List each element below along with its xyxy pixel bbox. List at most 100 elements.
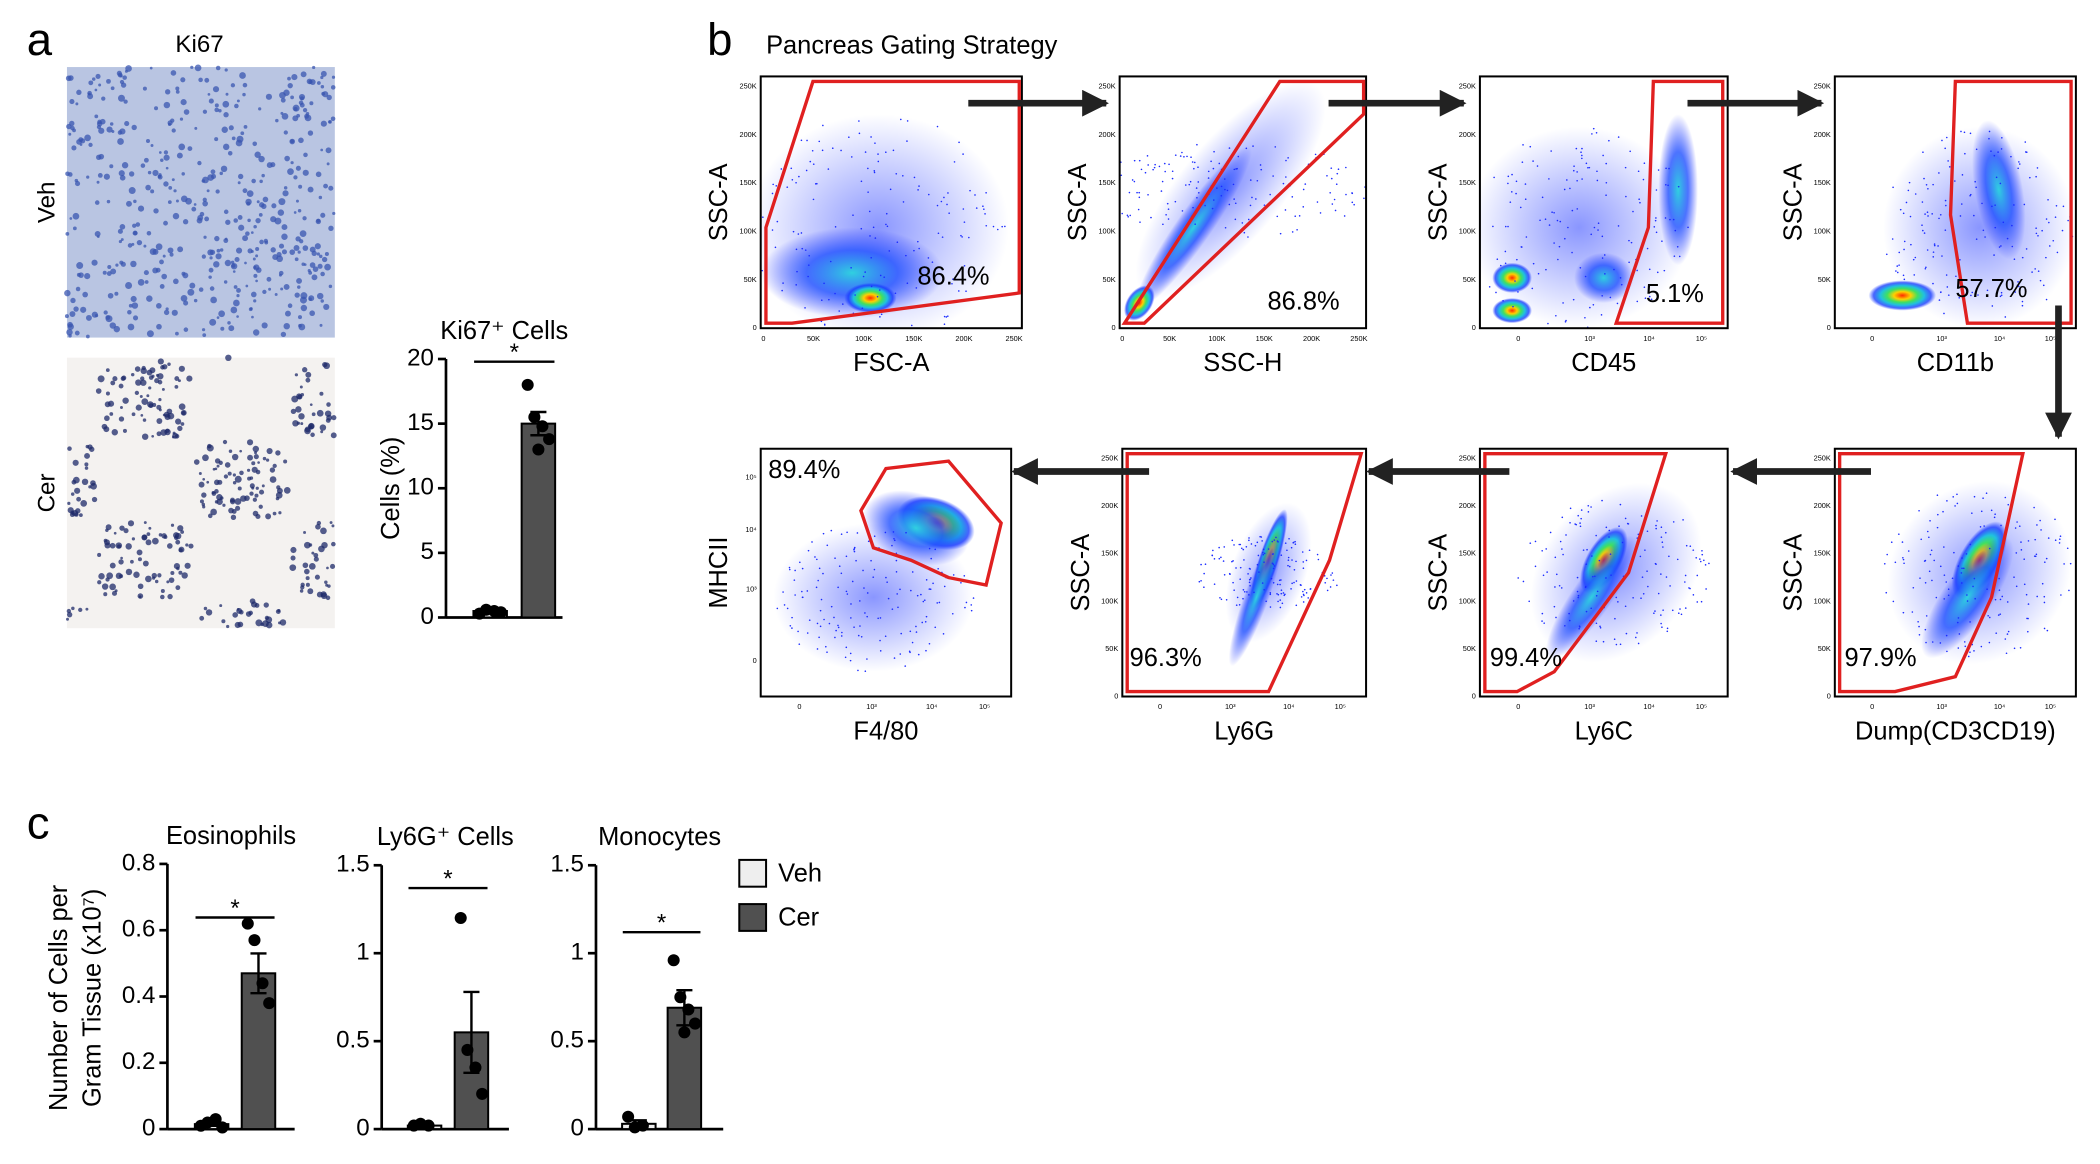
tissue-nucleus xyxy=(123,528,129,534)
event-dot xyxy=(1475,241,1477,243)
legend-label: Cer xyxy=(778,904,820,932)
tissue-nucleus xyxy=(318,545,325,553)
tissue-nucleus xyxy=(154,579,159,584)
event-dot xyxy=(879,316,881,318)
event-dot xyxy=(804,307,806,309)
tissue-nucleus xyxy=(175,418,182,425)
tissue-nucleus xyxy=(176,152,183,159)
event-dot xyxy=(849,652,852,655)
event-dot xyxy=(864,271,866,273)
event-dot xyxy=(1565,319,1567,322)
tissue-nucleus xyxy=(258,155,265,163)
event-dot xyxy=(1609,553,1612,555)
event-dot xyxy=(960,582,962,584)
event-dot xyxy=(811,149,814,152)
legend-swatch xyxy=(738,858,768,888)
tissue-nucleus xyxy=(329,521,333,525)
tissue-nucleus xyxy=(137,557,142,562)
event-dot xyxy=(1632,210,1634,213)
event-dot xyxy=(1892,600,1895,603)
event-dot xyxy=(1999,613,2002,615)
tissue-nucleus xyxy=(289,564,297,572)
event-dot xyxy=(853,547,856,550)
event-dot xyxy=(1272,563,1275,566)
tissue-nucleus xyxy=(130,559,134,564)
gate xyxy=(1121,79,1366,325)
event-dot xyxy=(774,246,777,249)
event-dot xyxy=(797,233,800,235)
event-dot xyxy=(1164,170,1166,173)
event-dot xyxy=(1316,201,1319,203)
event-dot xyxy=(965,290,967,293)
event-dot xyxy=(960,234,962,237)
event-dot xyxy=(867,191,869,193)
event-dot xyxy=(1298,215,1301,217)
tissue-nucleus xyxy=(209,318,217,326)
tissue-nucleus xyxy=(263,238,268,244)
event-dot xyxy=(1585,563,1588,565)
tissue-nucleus xyxy=(157,174,162,179)
tissue-nucleus xyxy=(130,260,137,268)
event-dot xyxy=(1966,600,1969,602)
tissue-nucleus xyxy=(247,454,253,461)
event-dot xyxy=(895,559,898,562)
event-dot xyxy=(1576,590,1579,593)
tissue-nucleus xyxy=(185,543,189,547)
event-dot xyxy=(1161,180,1164,183)
event-dot xyxy=(1961,174,1964,176)
tissue-nucleus xyxy=(76,496,82,502)
event-dot xyxy=(1907,189,1910,192)
event-dot xyxy=(1705,588,1707,590)
event-dot xyxy=(2027,603,2030,605)
tissue-nucleus xyxy=(165,307,169,311)
density-blob xyxy=(1574,252,1634,304)
event-dot xyxy=(1240,547,1243,550)
tissue-nucleus xyxy=(157,573,162,578)
event-dot xyxy=(1567,226,1569,229)
event-dot xyxy=(906,140,908,142)
event-dot xyxy=(885,576,887,579)
event-dot xyxy=(1592,575,1594,578)
tissue-nucleus xyxy=(109,562,116,569)
event-dot xyxy=(1947,594,1950,597)
tissue-nucleus xyxy=(253,273,258,278)
event-dot xyxy=(1207,170,1210,173)
event-dot xyxy=(1938,172,1940,174)
event-dot xyxy=(861,307,864,310)
event-dot xyxy=(2047,198,2049,201)
tissue-nucleus xyxy=(174,384,179,389)
event-dot xyxy=(1699,558,1701,560)
event-dot xyxy=(1939,291,1942,294)
tissue-nucleus xyxy=(255,486,259,490)
tissue-nucleus xyxy=(71,606,75,611)
tissue-nucleus xyxy=(254,493,259,498)
event-dot xyxy=(943,196,945,199)
tissue-nucleus xyxy=(91,311,98,318)
tissue-nucleus xyxy=(296,393,303,400)
event-dot xyxy=(1584,275,1587,278)
event-dot xyxy=(1512,305,1514,308)
event-dot xyxy=(1640,515,1643,517)
event-dot xyxy=(1668,167,1670,170)
legend-label: Veh xyxy=(778,859,822,887)
tissue-nucleus xyxy=(326,94,332,101)
event-dot xyxy=(1239,578,1241,580)
tissue-nucleus xyxy=(109,164,114,169)
tissue-nucleus xyxy=(105,524,112,531)
tissue-nucleus xyxy=(225,219,231,225)
event-dot xyxy=(1925,615,1928,617)
tissue-nucleus xyxy=(324,580,328,585)
tissue-nucleus xyxy=(69,99,75,105)
event-dot xyxy=(1329,191,1331,194)
tissue-nucleus xyxy=(135,404,142,411)
tissue-nucleus xyxy=(90,480,96,486)
event-dot xyxy=(946,203,948,206)
event-dot xyxy=(2021,300,2024,303)
event-dot xyxy=(1329,586,1332,588)
tissue-nucleus xyxy=(95,388,102,394)
tissue-nucleus xyxy=(232,481,237,485)
event-dot xyxy=(945,316,948,318)
tissue-nucleus xyxy=(107,400,115,407)
event-dot xyxy=(857,634,860,637)
event-dot xyxy=(846,531,848,534)
